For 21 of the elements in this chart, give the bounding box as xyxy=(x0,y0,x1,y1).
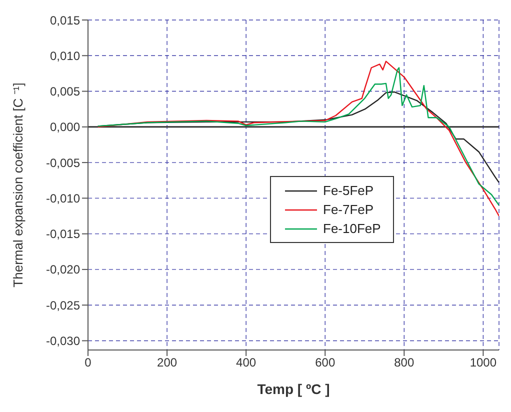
x-tick-label: 200 xyxy=(157,356,178,370)
y-tick-label: -0,025 xyxy=(46,298,80,312)
y-tick-label: -0,010 xyxy=(46,191,80,206)
legend-label: Fe-7FeP xyxy=(323,201,374,219)
y-tick-label: -0,020 xyxy=(46,262,80,277)
y-tick-label: -0,030 xyxy=(46,334,80,348)
y-tick-label: 0,005 xyxy=(50,84,80,99)
x-tick-label: 800 xyxy=(394,356,414,370)
legend-label: Fe-5FeP xyxy=(323,182,374,200)
y-tick-label: -0,005 xyxy=(46,156,80,170)
x-tick-label: 1000 xyxy=(470,356,497,370)
x-axis-title: Temp [ ºC ] xyxy=(257,381,330,397)
x-tick-label: 0 xyxy=(84,356,92,370)
y-tick-label: 0,015 xyxy=(50,13,80,28)
x-tick-label: 400 xyxy=(236,356,256,370)
x-tick-label: 600 xyxy=(315,356,336,370)
y-tick-label: 0,010 xyxy=(50,48,80,63)
y-tick-label: 0,000 xyxy=(50,120,80,134)
y-tick-label: -0,015 xyxy=(46,227,80,242)
legend-label: Fe-10FeP xyxy=(323,220,381,238)
y-axis-title: Thermal expansion coefficient [C ⁻¹] xyxy=(10,82,26,288)
